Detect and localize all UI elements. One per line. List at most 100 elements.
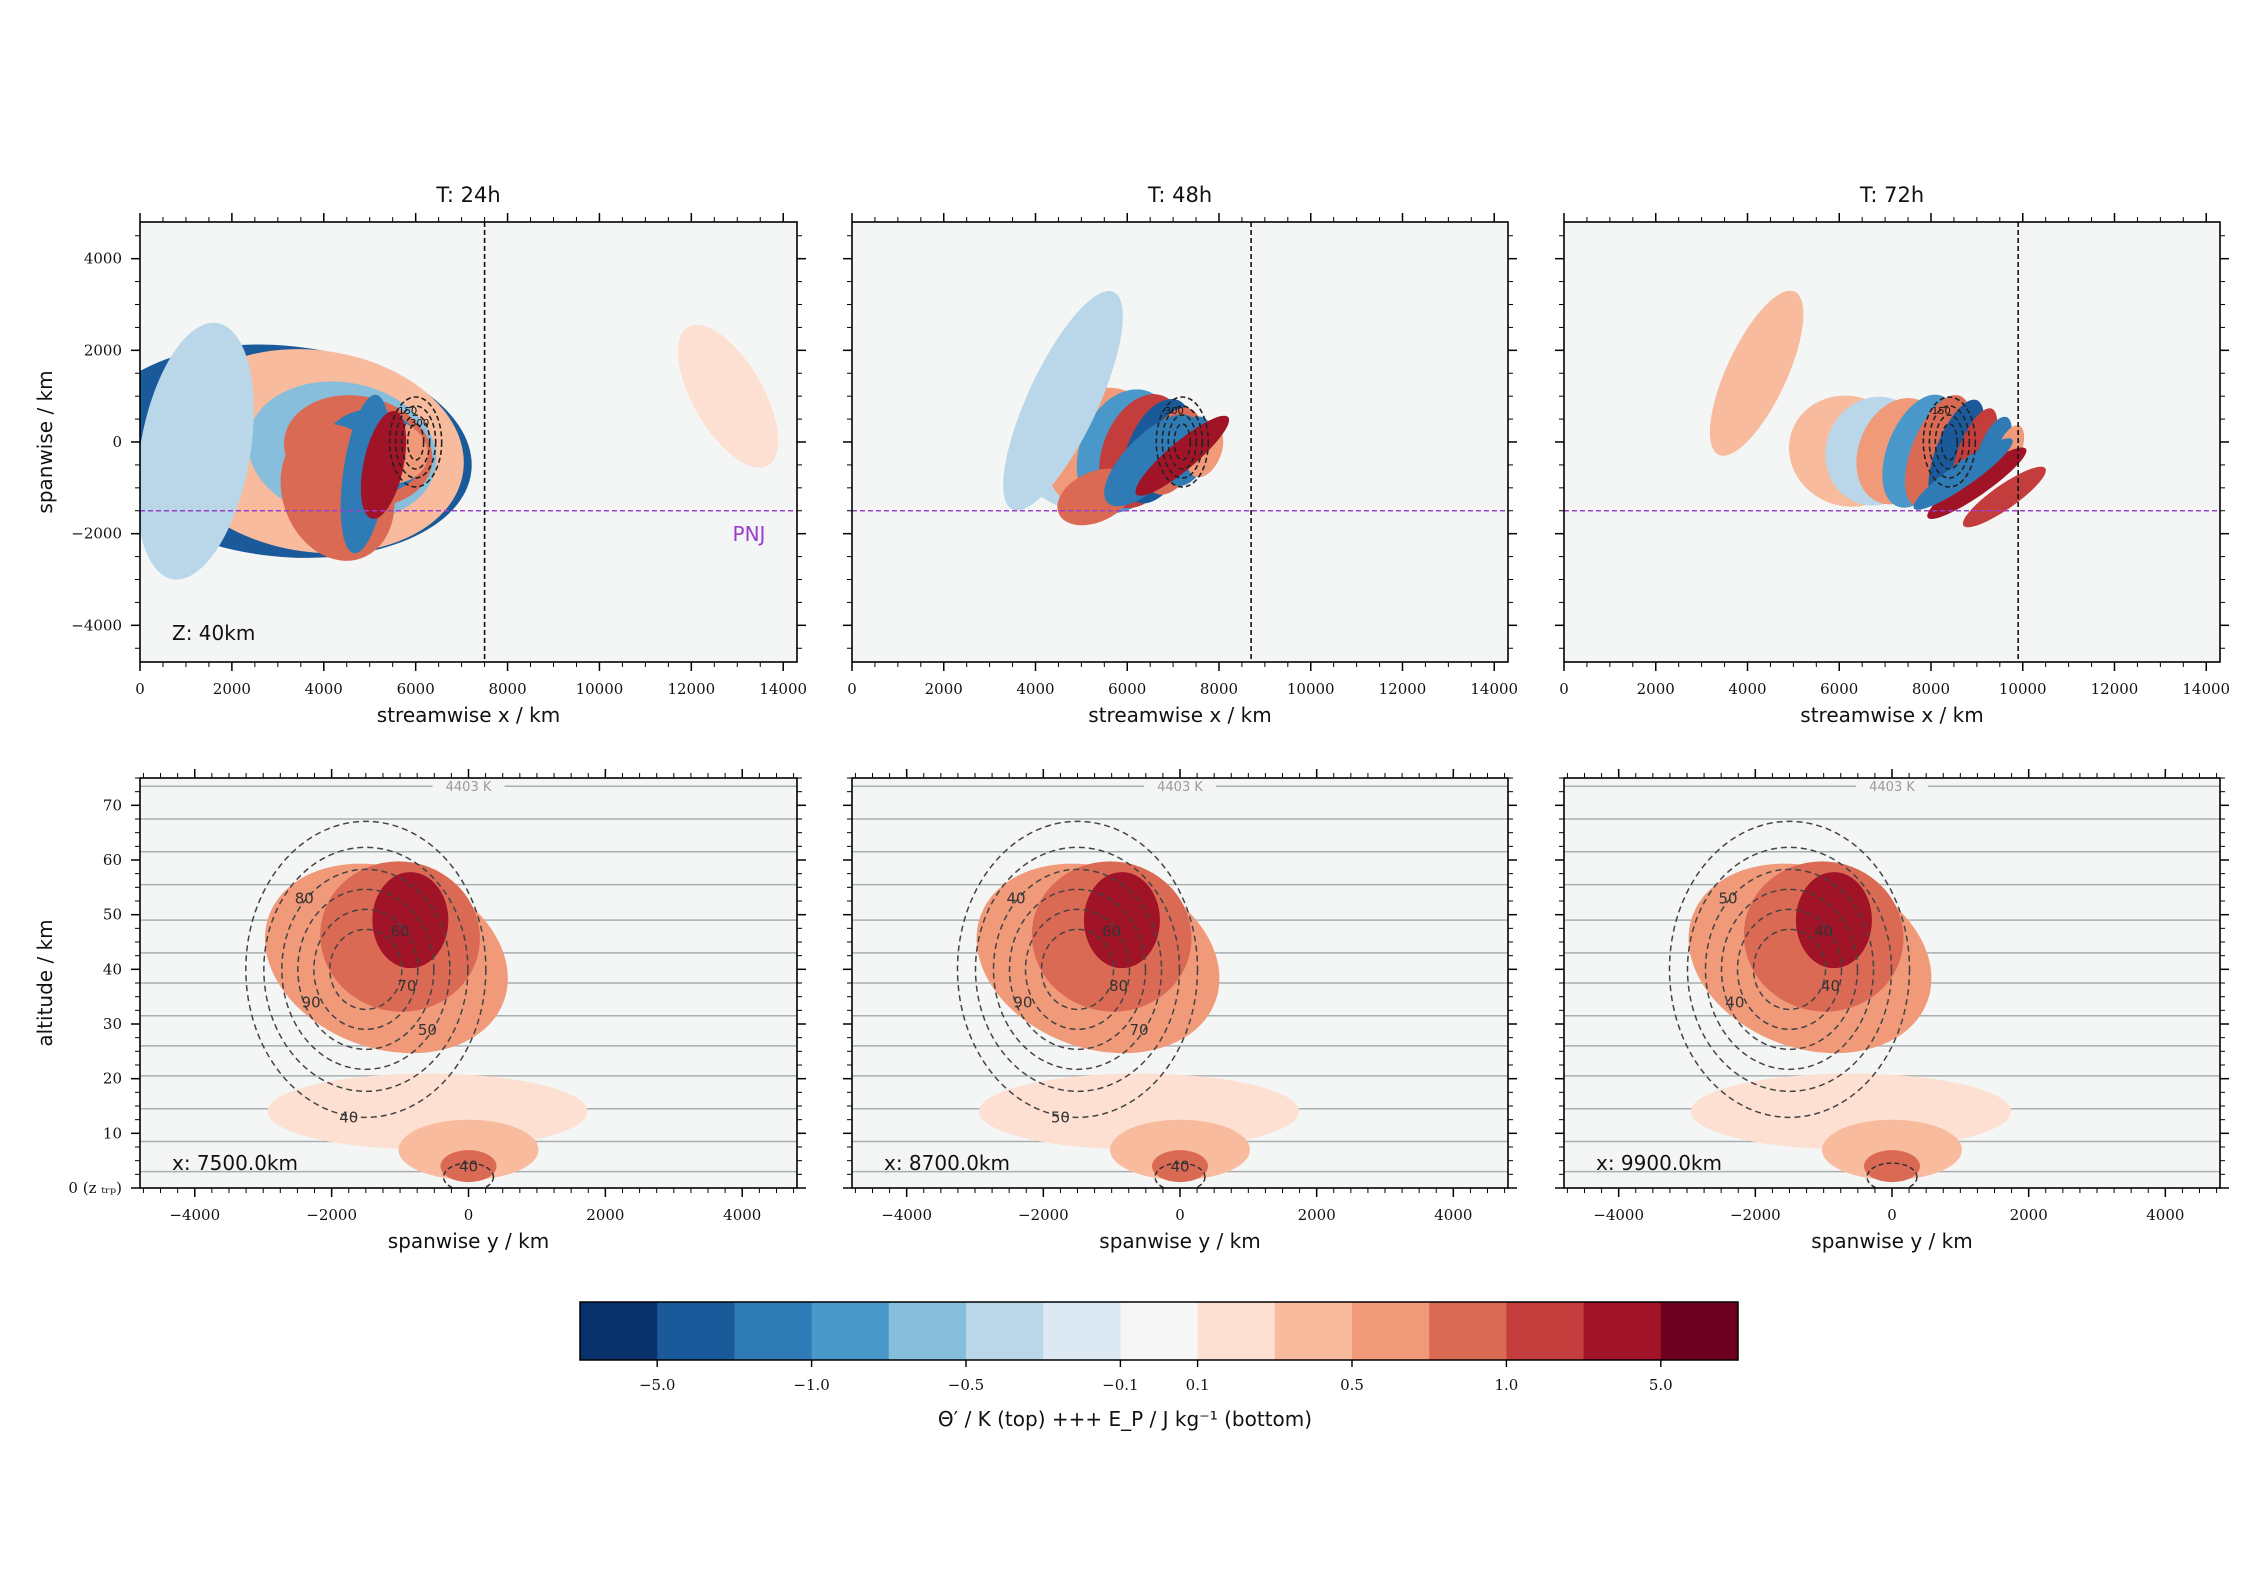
colorbar-swatch xyxy=(1274,1302,1353,1360)
contour-label: 80 xyxy=(1109,977,1128,995)
x-axis-label: streamwise x / km xyxy=(1088,703,1271,727)
pe-contour xyxy=(281,868,451,1071)
y-tick-label: 10 xyxy=(103,1124,122,1142)
x-tick-label: 4000 xyxy=(1016,680,1054,698)
colorbar-tick-label: 0.5 xyxy=(1340,1376,1364,1394)
energy-blob xyxy=(398,1119,539,1180)
contour-label: 40 xyxy=(1006,890,1025,908)
pe-contour xyxy=(394,405,437,479)
contour-label: 50 xyxy=(1051,1108,1070,1126)
panel-top-2: 300 0 2000 4000 6000 8000 10000 12000 14000 T: 48… xyxy=(843,183,1518,727)
x-tick-label: 4000 xyxy=(723,1206,761,1224)
y-tick-label: 60 xyxy=(103,851,122,869)
pe-contour xyxy=(974,846,1181,1093)
y-tick-label: 50 xyxy=(103,906,122,924)
y-tick-label: 0 (z ₜᵣₚ) xyxy=(68,1179,122,1197)
y-tick-label: −2000 xyxy=(71,525,122,543)
pe-contour xyxy=(1686,846,1893,1093)
perturbation-core xyxy=(360,410,407,519)
x-tick-label: 2000 xyxy=(2010,1206,2048,1224)
colorbar-swatch xyxy=(1506,1302,1585,1360)
contour-label: 90 xyxy=(1013,994,1032,1012)
colorbar-swatch xyxy=(1197,1302,1276,1360)
pe-contour xyxy=(313,908,419,1031)
pe-contour xyxy=(1668,820,1911,1119)
isentrope-label: 4403 K xyxy=(1869,780,1915,795)
x-tick-label: 10000 xyxy=(1999,680,2047,698)
perturbation-core xyxy=(1135,415,1230,496)
x-tick-label: 12000 xyxy=(667,680,715,698)
x-axis-label: streamwise x / km xyxy=(377,703,560,727)
x-tick-label: 6000 xyxy=(1108,680,1146,698)
pe-contour xyxy=(1928,405,1971,479)
contour-label: 70 xyxy=(397,977,416,995)
isentrope-label: 4403 K xyxy=(446,780,492,795)
x-tick-label: −4000 xyxy=(881,1206,932,1224)
x-tick-label: 10000 xyxy=(576,680,624,698)
colorbar-tick-label: −0.1 xyxy=(1102,1376,1138,1394)
panel-title: T: 72h xyxy=(1859,183,1924,207)
pe-contour xyxy=(956,820,1199,1119)
panel-top-3: 150 0 2000 4000 6000 8000 10000 12000 14000 T: 72… xyxy=(1555,183,2230,727)
field-layer: 4403 K 80 60 90 70 50 40 40 xyxy=(140,778,797,1188)
x-tick-label: 10000 xyxy=(1287,680,1335,698)
contour-label: 40 xyxy=(339,1108,358,1126)
pnj-label: PNJ xyxy=(733,522,766,546)
perturbation-lobe xyxy=(677,324,779,468)
colorbar-tick-label: 1.0 xyxy=(1494,1376,1518,1394)
colorbar-tick-label: −5.0 xyxy=(639,1376,675,1394)
pe-contour xyxy=(1934,414,1965,470)
x-tick-label: 2000 xyxy=(925,680,963,698)
x-tick-label: 2000 xyxy=(1637,680,1675,698)
x-tick-label: 4000 xyxy=(1728,680,1766,698)
contour-label: 300 xyxy=(1165,406,1184,417)
x-tick-label: 12000 xyxy=(1379,680,1427,698)
pe-contour xyxy=(245,820,487,1119)
pe-contour xyxy=(442,1162,495,1188)
colorbar-swatch xyxy=(580,1302,658,1360)
contour-label: 150 xyxy=(398,406,417,417)
energy-core xyxy=(372,872,449,969)
pe-contour xyxy=(388,396,443,488)
x-tick-label: 0 xyxy=(1887,1206,1897,1224)
x-tick-label: 4000 xyxy=(2146,1206,2184,1224)
contour-label: 40 xyxy=(1725,994,1744,1012)
x-tick-label: −4000 xyxy=(169,1206,220,1224)
panel-title: T: 48h xyxy=(1147,183,1212,207)
y-tick-label: 0 xyxy=(112,433,122,451)
pe-contour xyxy=(1024,908,1131,1031)
x-tick-label: 2000 xyxy=(586,1206,624,1224)
x-tick-label: 14000 xyxy=(1470,680,1518,698)
colorbar-swatch xyxy=(1660,1302,1739,1360)
contour-label: 300 xyxy=(410,418,429,429)
pe-contour xyxy=(263,846,469,1093)
pe-contour xyxy=(1161,405,1204,479)
pe-contour xyxy=(1155,396,1210,488)
x-tick-label: 2000 xyxy=(213,680,251,698)
x-axis-label: spanwise y / km xyxy=(1099,1229,1260,1253)
colorbar-tick-label: −1.0 xyxy=(793,1376,829,1394)
colorbar-swatch xyxy=(1120,1302,1199,1360)
contour-label: 40 xyxy=(459,1158,478,1176)
contour-label: 40 xyxy=(1814,923,1833,941)
panel-bottom-1: 4403 K 80 60 90 70 50 40 40 −4000 −2000 0 2000 4000 7… xyxy=(33,769,806,1253)
colorbar-tick-label: 0.1 xyxy=(1186,1376,1210,1394)
x-tick-label: 8000 xyxy=(1200,680,1238,698)
pe-contour xyxy=(1154,1162,1206,1188)
pe-contour xyxy=(1167,414,1198,470)
x-tick-label: 0 xyxy=(464,1206,474,1224)
pe-contour xyxy=(1736,908,1843,1031)
x-tick-label: −4000 xyxy=(1593,1206,1644,1224)
contour-label: 40 xyxy=(1821,977,1840,995)
contour-label: 40 xyxy=(1170,1158,1189,1176)
colorbar-frame xyxy=(579,1301,1739,1361)
colorbar-swatch xyxy=(1352,1302,1430,1360)
x-tick-label: 2000 xyxy=(1298,1206,1336,1224)
x-tick-label: 4000 xyxy=(1434,1206,1472,1224)
colorbar-swatch xyxy=(1043,1302,1121,1360)
contour-label: 90 xyxy=(302,994,321,1012)
contour-label: 70 xyxy=(1129,1021,1148,1039)
pe-contour xyxy=(297,888,435,1051)
panel-annotation: x: 9900.0km xyxy=(1596,1151,1722,1175)
